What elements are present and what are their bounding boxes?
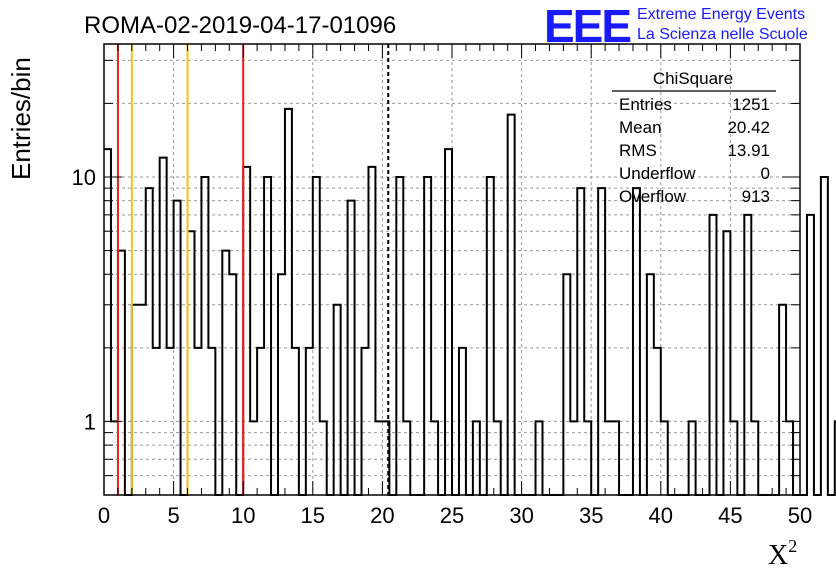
marker-lines	[116, 44, 390, 495]
histogram-bin	[285, 109, 292, 495]
stats-box: ChiSquare Entries 1251 Mean 20.42 RMS 13.91 Un…	[612, 69, 776, 206]
stats-rows: Entries 1251 Mean 20.42 RMS 13.91 Underflow 0 Ov…	[619, 95, 770, 206]
histogram-bin	[160, 158, 167, 495]
histogram-bin	[424, 177, 431, 495]
histogram-bin	[396, 177, 403, 495]
histogram-bin	[368, 167, 375, 495]
histogram-bin	[334, 305, 341, 495]
eee-logo-line2: La Scienza nelle Scuole	[637, 26, 808, 43]
stats-row-label: Overflow	[619, 187, 687, 206]
histogram-bin	[723, 231, 730, 495]
histogram-bin	[201, 177, 208, 495]
histogram-bin	[598, 188, 605, 495]
stats-row-value: 913	[742, 187, 770, 206]
stats-row-value: 0	[761, 164, 770, 183]
x-axis-label-superscript: 2	[788, 536, 797, 556]
y-tick-label: 10	[72, 165, 96, 190]
histogram-bin	[132, 305, 139, 495]
histogram-bin	[146, 188, 153, 495]
histogram-bin	[807, 215, 814, 495]
x-tick-label: 10	[231, 503, 255, 528]
x-tick-labels: 0 5 10 15 20 25 30 35 40 45 50	[98, 503, 812, 528]
histogram-bin	[779, 305, 786, 495]
stats-row-value: 1251	[732, 95, 770, 114]
y-axis-label: Entries/bin	[6, 57, 36, 180]
histogram-bin	[188, 231, 195, 495]
stats-row-value: 13.91	[727, 141, 770, 160]
x-tick-label: 0	[98, 503, 110, 528]
y-tick-labels: 1 10	[72, 165, 96, 434]
stats-row-label: Entries	[619, 95, 672, 114]
x-tick-label: 15	[301, 503, 325, 528]
x-tick-label: 50	[788, 503, 812, 528]
stats-row-label: Underflow	[619, 164, 696, 183]
x-tick-label: 5	[167, 503, 179, 528]
histogram-bin	[118, 251, 125, 495]
stats-row-value: 20.42	[727, 118, 770, 137]
histogram-bin	[633, 188, 640, 495]
stats-box-title: ChiSquare	[653, 69, 733, 88]
histogram-bin	[710, 215, 717, 495]
x-tick-label: 40	[649, 503, 673, 528]
eee-logo: EEE Extreme Energy Events La Scienza nel…	[544, 0, 808, 52]
histogram-bin	[229, 274, 236, 495]
x-tick-label: 30	[509, 503, 533, 528]
histogram-bin	[577, 188, 584, 495]
histogram-bin	[264, 177, 271, 495]
histogram-bin	[222, 251, 229, 495]
x-axis-label: X2	[768, 536, 797, 571]
eee-logo-line1: Extreme Energy Events	[637, 6, 805, 23]
x-tick-label: 25	[440, 503, 464, 528]
x-tick-label: 20	[370, 503, 394, 528]
y-tick-label: 1	[84, 409, 96, 434]
axis-ticks	[103, 44, 801, 495]
x-axis-label-base: X	[768, 540, 788, 571]
histogram-bin	[278, 274, 285, 495]
histogram-bin	[647, 274, 654, 495]
x-tick-label: 35	[579, 503, 603, 528]
histogram-bin	[563, 274, 570, 495]
stats-row-label: RMS	[619, 141, 657, 160]
x-tick-label: 45	[718, 503, 742, 528]
histogram-bin	[744, 215, 751, 495]
histogram-bin	[487, 177, 494, 495]
chart-title: ROMA-02-2019-04-17-01096	[84, 12, 396, 39]
histogram-bin	[313, 177, 320, 495]
histogram-bin	[821, 177, 828, 495]
histogram-bin	[243, 167, 250, 495]
histogram-bin	[139, 305, 146, 495]
stats-row-label: Mean	[619, 118, 662, 137]
